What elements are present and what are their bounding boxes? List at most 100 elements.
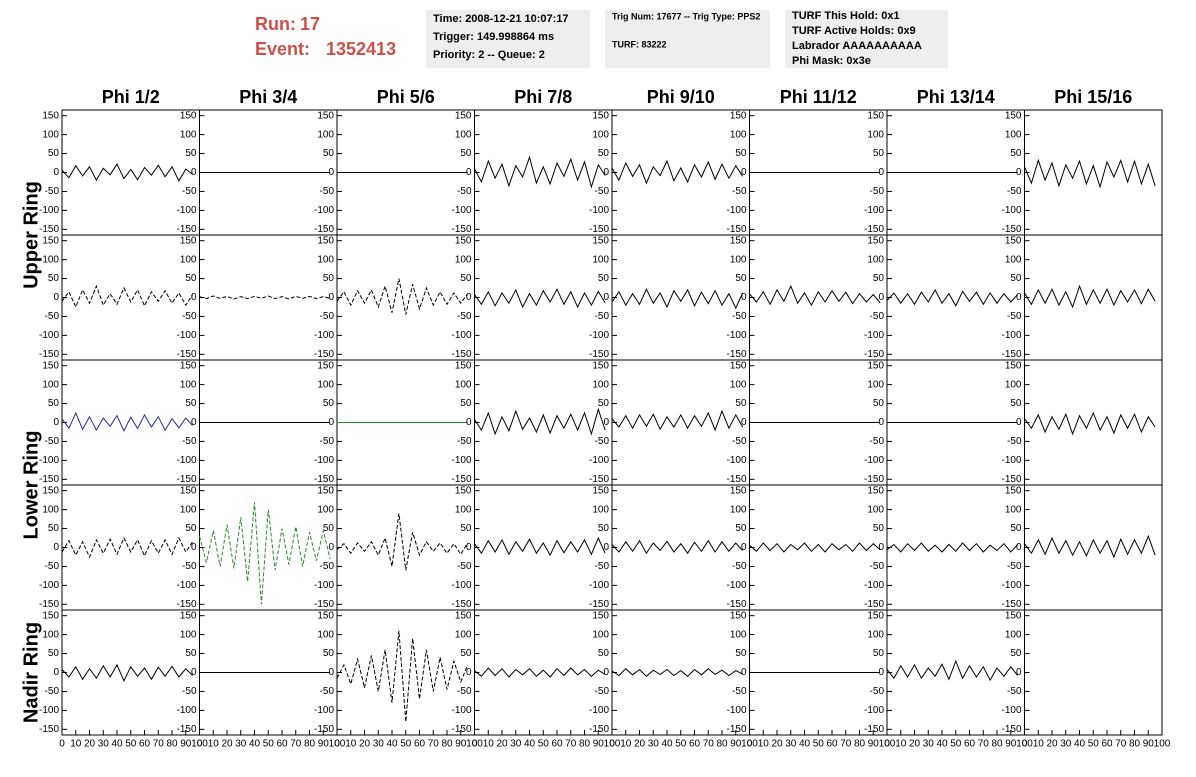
y-tick-label: -150 (589, 474, 609, 485)
x-tick-label: 0 (472, 739, 478, 750)
y-tick-label: -100 (864, 580, 884, 591)
y-tick-label: -150 (39, 474, 59, 485)
y-tick-label: 150 (592, 235, 609, 246)
x-tick-label: 40 (936, 739, 948, 750)
y-tick-label: 150 (42, 360, 59, 371)
y-tick-label: 0 (878, 417, 884, 428)
waveform (61, 536, 194, 559)
y-tick-label: 150 (180, 110, 197, 121)
x-tick-label: 30 (373, 739, 385, 750)
y-tick-label: -50 (182, 686, 197, 697)
y-tick-label: 0 (328, 417, 334, 428)
y-tick-label: 50 (598, 648, 610, 659)
y-tick-label: -100 (864, 330, 884, 341)
x-tick-label: 70 (1115, 739, 1127, 750)
y-tick-label: 150 (180, 485, 197, 496)
y-tick-label: 150 (317, 485, 334, 496)
y-tick-label: -50 (732, 561, 747, 572)
waveform (474, 536, 606, 557)
x-tick-label: 100 (1154, 739, 1171, 750)
run-label: Run: (255, 14, 296, 34)
x-tick-label: 60 (551, 739, 563, 750)
x-tick-label: 30 (1060, 739, 1072, 750)
y-tick-label: 150 (867, 235, 884, 246)
x-tick-label: 60 (826, 739, 838, 750)
y-tick-label: 150 (730, 610, 747, 621)
y-tick-label: 150 (180, 235, 197, 246)
y-tick-label: 50 (48, 148, 60, 159)
y-tick-label: -100 (314, 205, 334, 216)
waveform (61, 663, 193, 682)
x-tick-label: 40 (386, 739, 398, 750)
x-tick-label: 40 (249, 739, 261, 750)
waveform (886, 659, 1018, 682)
y-tick-label: -100 (726, 455, 746, 466)
y-tick-label: 50 (460, 148, 472, 159)
y-tick-label: 150 (1005, 110, 1022, 121)
y-tick-label: -50 (732, 311, 747, 322)
y-tick-label: 100 (592, 629, 609, 640)
y-tick-label: -150 (726, 474, 746, 485)
x-tick-label: 60 (139, 739, 151, 750)
column-header: Phi 13/14 (917, 87, 995, 107)
x-tick-label: 80 (304, 739, 316, 750)
y-tick-label: -100 (589, 705, 609, 716)
y-tick-label: -100 (726, 580, 746, 591)
x-tick-label: 40 (111, 739, 123, 750)
y-tick-label: -150 (1001, 349, 1021, 360)
y-tick-label: 0 (328, 167, 334, 178)
y-tick-label: 150 (730, 110, 747, 121)
y-tick-label: -100 (864, 705, 884, 716)
x-tick-label: 50 (675, 739, 687, 750)
y-tick-label: 50 (185, 148, 197, 159)
info-text: Time: 2008-12-21 10:07:17 (433, 13, 569, 25)
waveform (611, 409, 744, 432)
waveform (611, 668, 743, 677)
waveform (199, 295, 331, 300)
y-tick-label: 50 (460, 523, 472, 534)
y-tick-label: 100 (730, 504, 747, 515)
x-tick-label: 70 (428, 739, 440, 750)
y-tick-label: 0 (878, 542, 884, 553)
y-tick-label: 150 (1005, 485, 1022, 496)
y-tick-label: 0 (1016, 167, 1022, 178)
y-tick-label: 50 (185, 648, 197, 659)
y-tick-label: -50 (1007, 186, 1022, 197)
y-tick-label: -50 (320, 436, 335, 447)
x-tick-label: 80 (579, 739, 591, 750)
y-tick-label: -100 (589, 205, 609, 216)
y-tick-label: 100 (867, 129, 884, 140)
y-tick-label: 0 (878, 167, 884, 178)
y-tick-label: -150 (589, 724, 609, 735)
y-tick-label: -100 (864, 455, 884, 466)
y-tick-label: -150 (589, 224, 609, 235)
y-tick-label: 0 (1016, 417, 1022, 428)
y-tick-label: -150 (314, 474, 334, 485)
x-tick-label: 70 (703, 739, 715, 750)
x-tick-label: 30 (923, 739, 935, 750)
y-tick-label: -50 (182, 561, 197, 572)
y-tick-label: 100 (1005, 629, 1022, 640)
y-tick-label: 50 (598, 148, 610, 159)
waveform (61, 411, 193, 432)
y-tick-label: -100 (451, 580, 471, 591)
y-tick-label: 0 (466, 542, 472, 553)
y-tick-label: 0 (191, 667, 197, 678)
waveform (1024, 284, 1156, 309)
x-tick-label: 50 (400, 739, 412, 750)
x-tick-label: 40 (1074, 739, 1086, 750)
waveform (1024, 158, 1156, 189)
y-tick-label: 100 (42, 254, 59, 265)
y-tick-label: -50 (595, 436, 610, 447)
y-tick-label: -50 (870, 561, 885, 572)
y-tick-label: -150 (176, 349, 196, 360)
y-tick-label: 150 (1005, 360, 1022, 371)
y-tick-label: 50 (460, 273, 472, 284)
y-tick-label: -150 (314, 724, 334, 735)
y-tick-label: -100 (589, 580, 609, 591)
y-tick-label: 100 (455, 379, 472, 390)
x-tick-label: 60 (276, 739, 288, 750)
x-tick-label: 30 (510, 739, 522, 750)
y-tick-label: -50 (45, 686, 60, 697)
x-tick-label: 100 (879, 739, 896, 750)
